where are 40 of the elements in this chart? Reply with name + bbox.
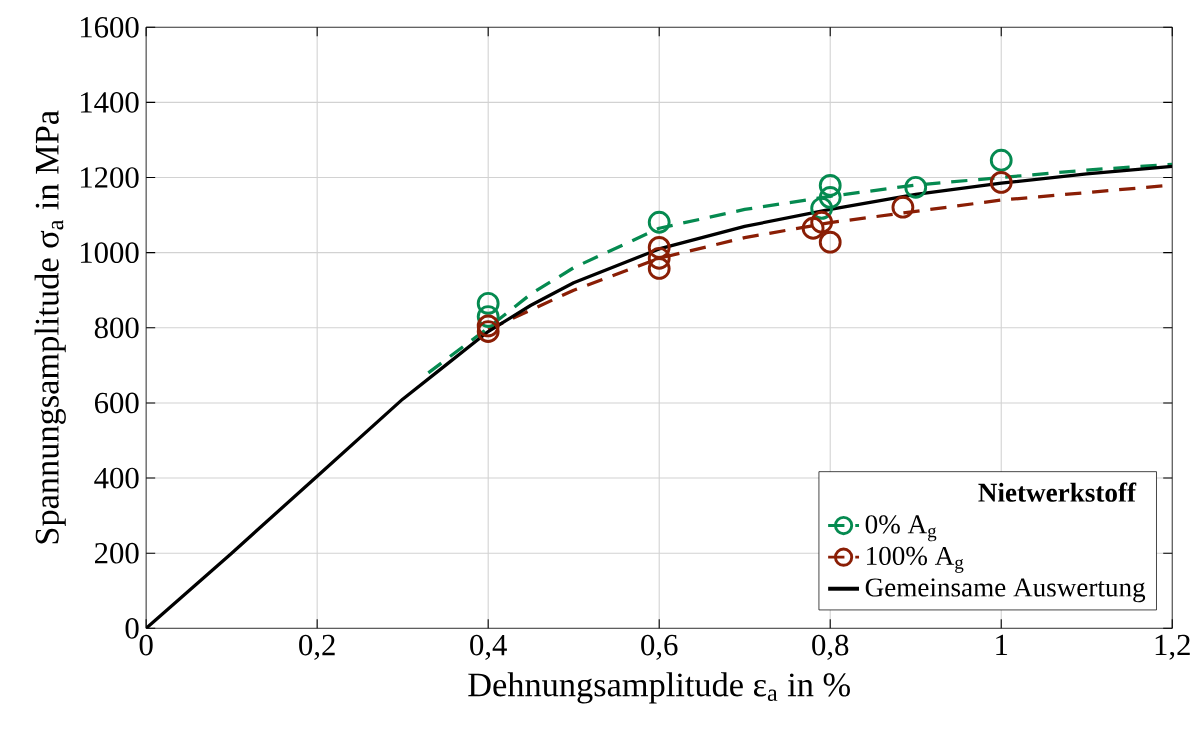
point	[476, 314, 500, 338]
y-tick-label: 0	[125, 617, 139, 639]
x-tick-label: 0,4	[470, 634, 507, 660]
x-tick-label: 0,2	[299, 634, 335, 660]
point	[818, 173, 842, 197]
y-tick-label: 800	[94, 317, 139, 339]
x-tick-label: 1	[996, 634, 1008, 655]
point	[647, 256, 671, 280]
y-tick-label: 1600	[80, 16, 139, 38]
legend-title: Nietwerkstoff	[978, 482, 1137, 502]
point	[801, 216, 825, 240]
legend-label: 0% A$_{g}$	[865, 515, 937, 542]
y-tick-label: 1200	[80, 167, 139, 188]
point	[810, 196, 834, 220]
y-axis-title: Spannungsamplitude σ$_{a}$ in MPa	[34, 110, 66, 544]
point	[476, 320, 500, 343]
point	[810, 210, 834, 234]
y-tick-label: 1400	[80, 91, 139, 113]
x-tick-label: 1,2	[1155, 634, 1190, 660]
y-tick-label: 200	[95, 542, 139, 564]
x-axis-title: Dehnungsamplitude ε$_{a}$ in %	[468, 672, 850, 704]
point	[647, 235, 671, 259]
point	[818, 230, 842, 254]
legend-label: Gemeinsame Auswertung	[865, 578, 1146, 603]
x-tick-label: 0,6	[641, 634, 678, 660]
point	[818, 185, 842, 209]
line-series	[426, 162, 1173, 375]
point	[476, 291, 500, 315]
point	[989, 148, 1013, 172]
point	[647, 246, 671, 270]
y-tick-label: 1000	[80, 242, 139, 263]
point	[904, 175, 928, 199]
y-tick-label: 600	[94, 392, 139, 414]
point	[989, 170, 1013, 194]
point	[647, 210, 671, 234]
y-tick-label: 400	[94, 467, 139, 489]
x-tick-label: 0,8	[812, 634, 849, 660]
x-tick-label: 0	[139, 634, 153, 656]
point	[891, 195, 915, 219]
legend-label: 100% A$_{g}$	[867, 546, 964, 573]
